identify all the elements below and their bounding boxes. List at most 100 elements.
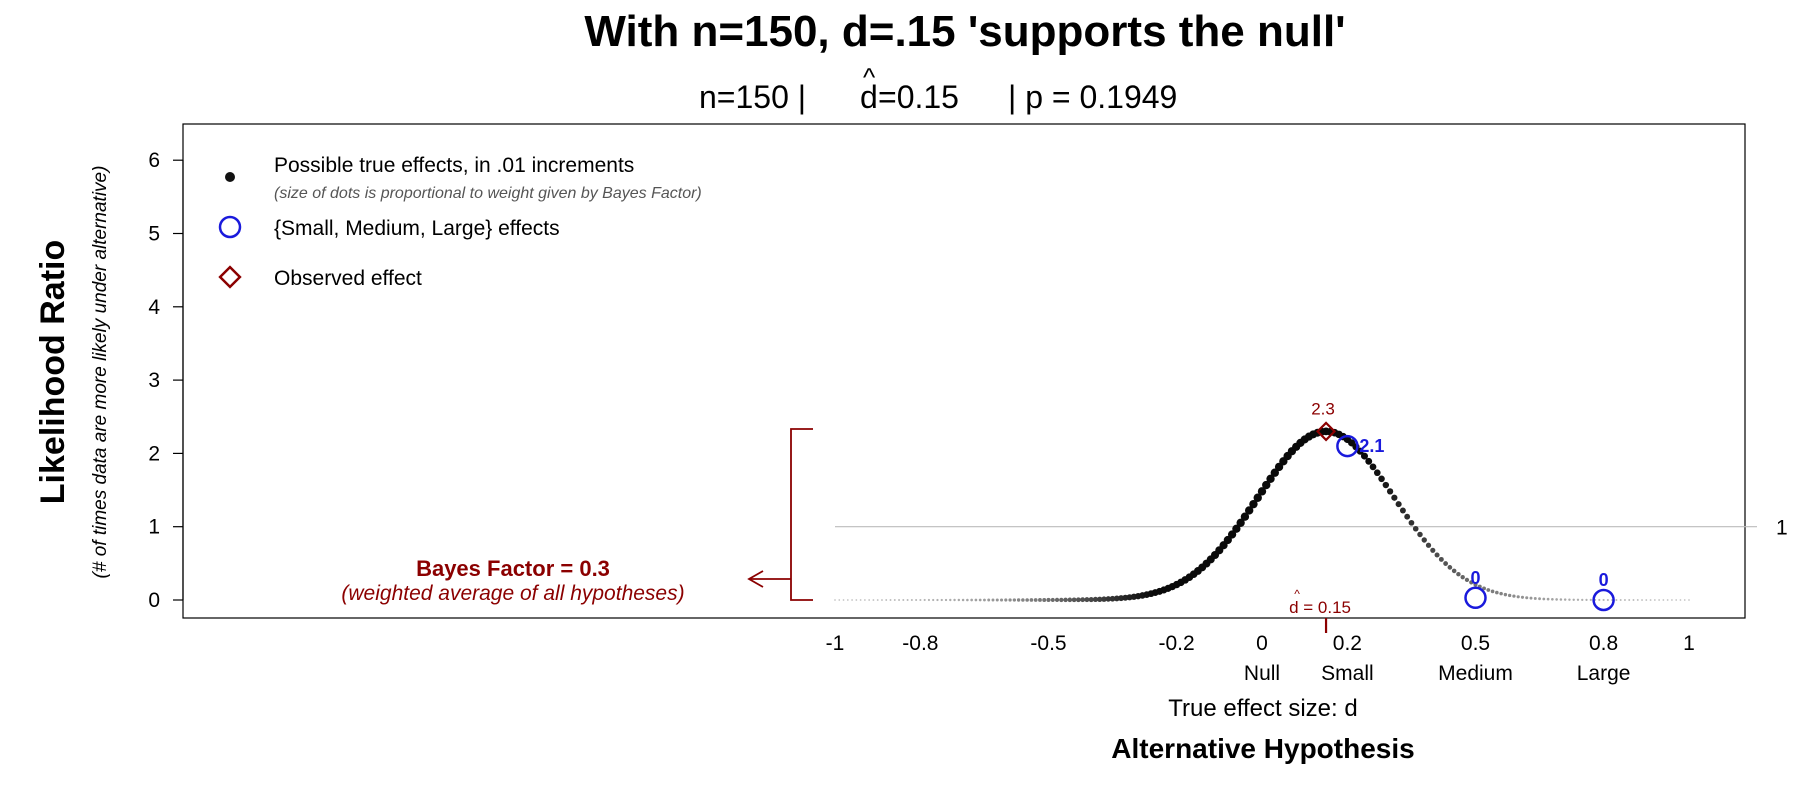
likelihood-dot (1675, 599, 1678, 601)
observed-marker-group: 2.3 ^ d = 0.15 (1289, 399, 1351, 633)
likelihood-dot (1683, 599, 1686, 601)
likelihood-dot (1369, 463, 1377, 471)
likelihood-dot (1529, 596, 1533, 600)
likelihood-dot (1240, 512, 1250, 521)
likelihood-dot (1658, 599, 1661, 601)
likelihood-dot (1386, 488, 1394, 495)
likelihood-dot (1029, 598, 1034, 602)
legend-diamond-label: Observed effect (274, 267, 422, 290)
x-tick-label: 0.8 (1589, 632, 1618, 655)
likelihood-dot (936, 598, 939, 602)
likelihood-dot (991, 598, 995, 602)
x-axis-label: True effect size: d (1168, 695, 1357, 722)
likelihood-dot (1408, 519, 1415, 526)
likelihood-dot (1482, 586, 1486, 591)
likelihood-dot (970, 598, 973, 602)
likelihood-dot (1645, 599, 1648, 601)
likelihood-dot (872, 599, 875, 601)
likelihood-dot (1059, 597, 1064, 603)
likelihood-dot (1266, 474, 1275, 483)
likelihood-dot (889, 599, 892, 601)
likelihood-dot (1636, 599, 1639, 601)
likelihood-dot (838, 599, 841, 601)
likelihood-dot (1572, 598, 1575, 601)
likelihood-dot (1113, 595, 1120, 602)
benchmark-label: 2.1 (1359, 436, 1384, 456)
likelihood-dot (1619, 598, 1622, 601)
subtitle-p-value: | p = 0.1949 (1008, 79, 1177, 115)
likelihood-dot (1486, 588, 1491, 592)
likelihood-dot (1270, 468, 1280, 477)
observed-lr-label: 2.3 (1311, 399, 1335, 418)
x-tick-label: -0.5 (1030, 632, 1066, 655)
x-category-labels: Null Small Medium Large (1244, 662, 1631, 685)
likelihood-dot (1101, 596, 1107, 602)
y-tick-label: 1 (148, 516, 160, 539)
likelihood-dot (1443, 561, 1449, 566)
likelihood-dot (1503, 592, 1508, 597)
benchmark-label: 0 (1599, 570, 1609, 590)
likelihood-dot (1555, 598, 1558, 601)
likelihood-dot (898, 599, 901, 601)
likelihood-dot (1653, 599, 1656, 601)
likelihood-dot (851, 599, 853, 601)
likelihood-dot (859, 599, 862, 601)
likelihood-dot (1499, 591, 1503, 596)
likelihood-dot (1021, 598, 1025, 602)
likelihood-dot (1236, 518, 1245, 527)
likelihood-dot (953, 598, 956, 602)
y-axis-sublabel: (# of times data are more likely under a… (90, 166, 111, 579)
likelihood-dot (1421, 537, 1427, 543)
x-tick-label: 1 (1683, 632, 1695, 655)
likelihood-dot (1512, 594, 1516, 598)
likelihood-dot (1063, 597, 1068, 603)
likelihood-dot (1012, 598, 1017, 602)
likelihood-dot (1404, 513, 1411, 520)
y-tick-label: 6 (148, 149, 160, 172)
likelihood-dot (1688, 599, 1690, 601)
subtitle-n: n=150 | (699, 79, 806, 115)
likelihood-dot (1649, 599, 1652, 601)
benchmark-circle (1464, 586, 1487, 610)
likelihood-dot (1365, 457, 1373, 465)
likelihood-dot (1257, 487, 1267, 496)
likelihood-dot (1360, 452, 1368, 460)
likelihood-dot (863, 599, 866, 601)
likelihood-dot (1606, 598, 1609, 601)
likelihood-dot (1551, 597, 1554, 601)
likelihood-dot (983, 598, 986, 602)
likelihood-dot (1050, 597, 1055, 603)
likelihood-dot (1516, 595, 1520, 599)
likelihood-dot (1084, 597, 1090, 603)
y-axis-label: Likelihood Ratio (34, 240, 72, 504)
x-tick-label: 0 (1256, 632, 1268, 655)
x-category-label: Small (1321, 662, 1374, 685)
likelihood-dot (1430, 547, 1436, 553)
likelihood-dot (1232, 524, 1241, 533)
likelihood-dot (1589, 598, 1592, 602)
bayes-arrow-head (747, 570, 764, 588)
likelihood-dot (885, 599, 888, 601)
likelihood-dot (1581, 598, 1584, 601)
bayes-factor-annotation: Bayes Factor = 0.3 (weighted average of … (341, 428, 813, 605)
x-tick-label: -0.8 (902, 632, 938, 655)
observed-diamond (1316, 421, 1337, 442)
likelihood-dot (1520, 595, 1525, 599)
likelihood-dot (1538, 597, 1541, 601)
likelihood-dot (966, 598, 969, 602)
likelihood-dot (1033, 598, 1038, 602)
y-tick-label: 4 (148, 296, 160, 319)
x-category-label: Null (1244, 662, 1280, 685)
likelihood-dot (940, 598, 943, 602)
likelihood-dot (1559, 598, 1563, 601)
likelihood-dot (1399, 507, 1406, 514)
likelihood-dot (1092, 596, 1099, 603)
legend: Possible true effects, in .01 increments… (218, 154, 702, 290)
likelihood-dot (1623, 599, 1626, 601)
likelihood-dot (1546, 597, 1550, 601)
likelihood-dot (846, 599, 849, 601)
likelihood-dot (1071, 597, 1077, 603)
likelihood-dot (1615, 598, 1618, 601)
legend-dot-note: (size of dots is proportional to weight … (274, 185, 702, 202)
y-tick-label: 0 (148, 589, 160, 612)
